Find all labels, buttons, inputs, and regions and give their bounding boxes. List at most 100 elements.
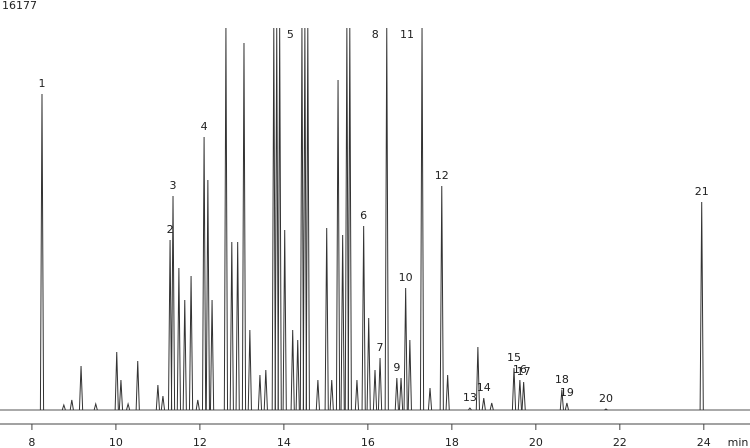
peak [467,407,472,411]
peak-label: 12 [435,169,449,182]
peak [302,27,307,411]
peak-label: 15 [507,351,521,364]
peak [182,299,187,411]
peak [564,402,569,411]
peak [340,234,345,411]
peak [295,339,300,411]
peak [167,239,173,411]
peak-label: 11 [400,28,414,41]
peak [201,136,207,411]
peak [125,402,131,411]
peak [403,287,408,411]
y-tick-label: 16177 [2,0,37,12]
peak [407,339,412,411]
x-tick-label: 20 [529,436,543,448]
peak [699,201,704,411]
peak-label: 16 [513,363,527,376]
peak-label: 14 [477,381,491,394]
peak [229,241,234,411]
peak-label: 17 [517,365,531,378]
peak [329,379,334,411]
peak [118,379,124,411]
x-tick-label: 24 [697,436,711,448]
x-tick-label: 12 [193,436,207,448]
peak [170,195,176,411]
peak [481,397,486,411]
peak [347,27,352,411]
peak [257,374,263,411]
peak [235,241,240,411]
peak [209,299,215,411]
x-tick-label: 14 [277,436,291,448]
peak-label: 1 [38,77,45,90]
x-tick-label: 18 [445,436,459,448]
peak [135,360,140,411]
peak-label: 2 [167,223,174,236]
peak [439,185,444,411]
peak [335,79,341,411]
peak [394,377,399,411]
peak [366,317,371,411]
peak [377,357,383,411]
peak-label: 19 [560,386,574,399]
peak-label: 3 [170,179,177,192]
peak [445,374,450,411]
peak [489,402,494,411]
peak-label: 6 [360,209,367,222]
x-tick-label: 10 [109,436,123,448]
peak [205,179,210,411]
peak [559,389,564,411]
peak [361,225,366,411]
peak-label: 10 [399,271,413,284]
peak [354,379,360,411]
peak [263,369,268,411]
peak [282,229,287,411]
peak [93,402,98,411]
x-tick-label: 8 [28,436,35,448]
peak [521,381,526,411]
peak [61,403,66,411]
peak-label: 20 [599,392,613,405]
peak [324,227,329,411]
peak [419,27,425,411]
peak [155,384,160,411]
peak [315,379,320,411]
peak [398,377,404,411]
peak [372,369,378,411]
peak [299,27,305,411]
peak [223,27,229,411]
peak [160,395,166,411]
peak-label: 5 [287,28,294,41]
peak-label: 9 [393,361,400,374]
peak-label: 18 [555,373,569,386]
peak [176,267,181,411]
peak [344,27,349,411]
peak [39,93,45,411]
x-axis-label: min [728,436,749,448]
peak-label: 21 [695,185,709,198]
peak [78,365,84,411]
peak [271,27,276,411]
peak [384,27,389,411]
peak-label: 7 [377,341,384,354]
peak [427,387,433,411]
peak-label: 13 [463,391,477,404]
peak-label: 8 [372,28,379,41]
peak [241,42,247,411]
peak [511,367,517,411]
peak [305,27,310,411]
peak [188,275,194,411]
peak [195,399,200,411]
peak [274,27,279,411]
peak [604,408,608,411]
peak [290,329,295,411]
peak [475,346,480,411]
x-tick-label: 16 [361,436,375,448]
peak [69,399,74,411]
x-tick-label: 22 [613,436,627,448]
peak [114,351,119,411]
peak [247,329,252,411]
peak-label: 4 [201,120,208,133]
peak [517,379,522,411]
